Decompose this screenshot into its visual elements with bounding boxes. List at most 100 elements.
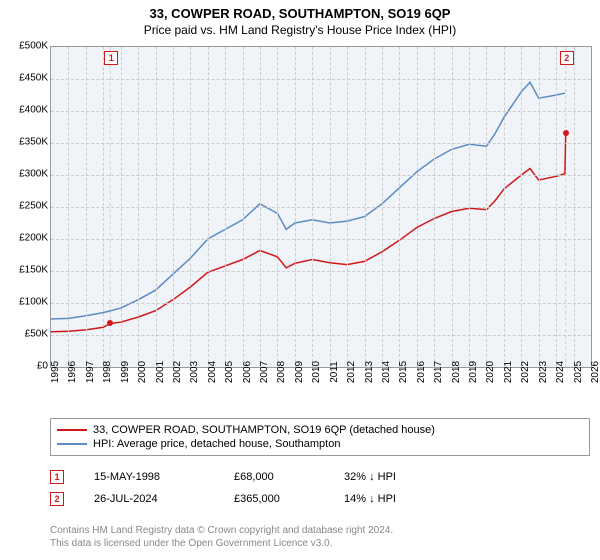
grid-line-v [243, 47, 244, 367]
sale-dot-2 [563, 130, 569, 136]
sale-row-2: 226-JUL-2024£365,00014% ↓ HPI [50, 492, 590, 506]
grid-line-v [399, 47, 400, 367]
x-axis-label: 2026 [590, 361, 600, 383]
x-axis-label: 2011 [329, 361, 340, 383]
grid-line-v [417, 47, 418, 367]
sale-marker-1: 1 [104, 51, 118, 65]
y-axis-label: £250K [8, 201, 48, 212]
x-axis-label: 2005 [224, 361, 235, 383]
grid-line-v [208, 47, 209, 367]
grid-line-h [51, 79, 591, 80]
sale-pct: 14% ↓ HPI [344, 493, 414, 505]
grid-line-v [556, 47, 557, 367]
x-axis-label: 2023 [538, 361, 549, 383]
grid-line-v [68, 47, 69, 367]
sale-date: 15-MAY-1998 [94, 471, 204, 483]
grid-line-v [295, 47, 296, 367]
chart-container: 33, COWPER ROAD, SOUTHAMPTON, SO19 6QP P… [0, 0, 600, 560]
grid-line-v [434, 47, 435, 367]
plot-area: 12 [50, 46, 592, 368]
grid-line-v [103, 47, 104, 367]
x-axis-label: 2002 [172, 361, 183, 383]
x-axis-label: 2019 [468, 361, 479, 383]
legend-swatch [57, 429, 87, 431]
y-axis-label: £450K [8, 73, 48, 84]
grid-line-h [51, 207, 591, 208]
grid-line-v [173, 47, 174, 367]
grid-line-v [486, 47, 487, 367]
grid-line-h [51, 239, 591, 240]
grid-line-h [51, 335, 591, 336]
grid-line-v [504, 47, 505, 367]
grid-line-h [51, 271, 591, 272]
grid-line-v [190, 47, 191, 367]
x-axis-label: 2018 [451, 361, 462, 383]
attribution-footer: Contains HM Land Registry data © Crown c… [50, 524, 590, 550]
legend: 33, COWPER ROAD, SOUTHAMPTON, SO19 6QP (… [50, 418, 590, 456]
grid-line-v [347, 47, 348, 367]
grid-line-v [138, 47, 139, 367]
x-axis-label: 1998 [102, 361, 113, 383]
y-axis-label: £300K [8, 169, 48, 180]
sale-row-marker: 2 [50, 492, 64, 506]
grid-line-h [51, 175, 591, 176]
sale-price: £365,000 [234, 493, 314, 505]
grid-line-v [277, 47, 278, 367]
x-axis-label: 2009 [294, 361, 305, 383]
grid-line-v [452, 47, 453, 367]
y-axis-label: £100K [8, 297, 48, 308]
y-axis-label: £0 [8, 361, 48, 372]
x-axis-label: 2015 [398, 361, 409, 383]
legend-label: 33, COWPER ROAD, SOUTHAMPTON, SO19 6QP (… [93, 424, 435, 436]
grid-line-v [574, 47, 575, 367]
grid-line-h [51, 303, 591, 304]
grid-line-h [51, 111, 591, 112]
grid-line-v [330, 47, 331, 367]
x-axis-label: 2000 [137, 361, 148, 383]
grid-line-v [156, 47, 157, 367]
grid-line-v [121, 47, 122, 367]
x-axis-label: 2016 [416, 361, 427, 383]
x-axis-label: 2004 [207, 361, 218, 383]
x-axis-label: 2020 [485, 361, 496, 383]
grid-line-v [86, 47, 87, 367]
x-axis-label: 1996 [67, 361, 78, 383]
chart-subtitle: Price paid vs. HM Land Registry's House … [0, 21, 600, 37]
y-axis-label: £50K [8, 329, 48, 340]
footer-line-2: This data is licensed under the Open Gov… [50, 537, 590, 550]
x-axis-label: 2021 [503, 361, 514, 383]
x-axis-label: 2014 [381, 361, 392, 383]
grid-line-v [260, 47, 261, 367]
x-axis-label: 2013 [364, 361, 375, 383]
legend-label: HPI: Average price, detached house, Sout… [93, 438, 340, 450]
sale-price: £68,000 [234, 471, 314, 483]
x-axis-label: 1997 [85, 361, 96, 383]
x-axis-label: 2001 [155, 361, 166, 383]
x-axis-label: 1995 [50, 361, 61, 383]
x-axis-label: 2012 [346, 361, 357, 383]
y-axis-label: £400K [8, 105, 48, 116]
sale-row-marker: 1 [50, 470, 64, 484]
x-axis-label: 1999 [120, 361, 131, 383]
grid-line-v [312, 47, 313, 367]
x-axis-label: 2017 [433, 361, 444, 383]
grid-line-v [469, 47, 470, 367]
grid-line-v [225, 47, 226, 367]
x-axis-label: 2025 [573, 361, 584, 383]
legend-row: HPI: Average price, detached house, Sout… [57, 437, 583, 451]
x-axis-label: 2022 [520, 361, 531, 383]
x-axis-label: 2006 [242, 361, 253, 383]
y-axis-label: £200K [8, 233, 48, 244]
x-axis-label: 2024 [555, 361, 566, 383]
grid-line-h [51, 143, 591, 144]
grid-line-v [365, 47, 366, 367]
y-axis-label: £150K [8, 265, 48, 276]
sale-marker-2: 2 [560, 51, 574, 65]
y-axis-label: £350K [8, 137, 48, 148]
legend-row: 33, COWPER ROAD, SOUTHAMPTON, SO19 6QP (… [57, 423, 583, 437]
y-axis-label: £500K [8, 41, 48, 52]
x-axis-label: 2008 [276, 361, 287, 383]
x-axis-label: 2003 [189, 361, 200, 383]
sale-dot-1 [107, 320, 113, 326]
sale-row-1: 115-MAY-1998£68,00032% ↓ HPI [50, 470, 590, 484]
